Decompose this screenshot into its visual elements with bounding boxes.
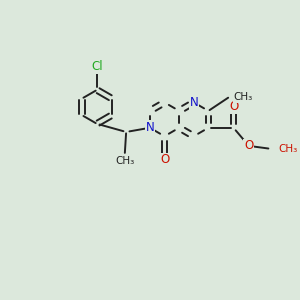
Text: O: O: [229, 100, 238, 113]
Text: CH₃: CH₃: [233, 92, 253, 102]
Text: CH₃: CH₃: [278, 144, 297, 154]
Text: N: N: [146, 121, 154, 134]
Text: Cl: Cl: [91, 60, 103, 73]
Text: O: O: [160, 153, 169, 167]
Text: N: N: [189, 96, 198, 109]
Text: CH₃: CH₃: [115, 156, 134, 166]
Text: O: O: [244, 140, 254, 152]
